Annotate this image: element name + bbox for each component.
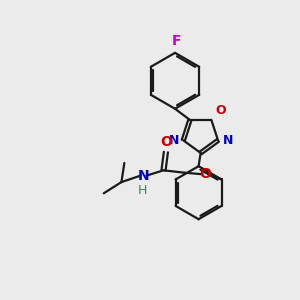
Text: N: N [222, 134, 233, 147]
Text: F: F [172, 34, 181, 47]
Text: H: H [138, 184, 148, 197]
Text: O: O [215, 104, 226, 117]
Text: N: N [138, 169, 149, 183]
Text: O: O [160, 134, 172, 148]
Text: O: O [200, 167, 211, 181]
Text: N: N [169, 134, 179, 147]
